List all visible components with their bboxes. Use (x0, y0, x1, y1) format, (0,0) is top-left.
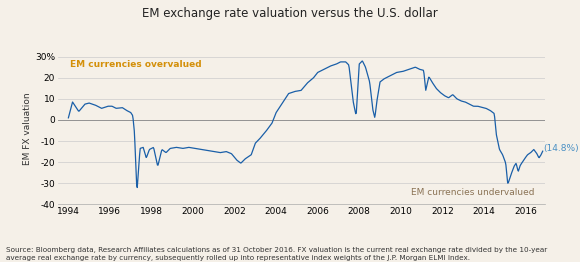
Y-axis label: EM FX valuation: EM FX valuation (23, 92, 32, 165)
Text: Source: Bloomberg data, Research Affiliates calculations as of 31 October 2016. : Source: Bloomberg data, Research Affilia… (6, 247, 547, 261)
Text: EM currencies undervalued: EM currencies undervalued (411, 188, 535, 197)
Text: EM exchange rate valuation versus the U.S. dollar: EM exchange rate valuation versus the U.… (142, 7, 438, 20)
Text: (14.8%): (14.8%) (543, 144, 579, 153)
Text: EM currencies overvalued: EM currencies overvalued (70, 60, 202, 69)
